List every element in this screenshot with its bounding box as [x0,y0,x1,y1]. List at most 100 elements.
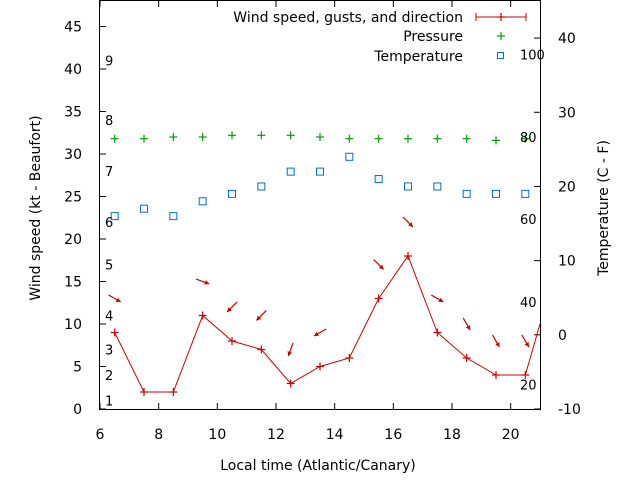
pressure-point [433,134,442,143]
legend-swatch-pressure [497,32,505,40]
wind-direction-head [408,222,413,227]
y-tick-label: 40 [64,62,82,78]
temperature-point [228,189,236,198]
beaufort-label: 2 [105,369,113,384]
legend-swatch-temperature [497,52,504,59]
pressure-point [521,134,530,143]
pressure-point [374,134,383,143]
temperature-point [110,212,119,221]
wind-speed-line [114,254,540,393]
temperature-point [140,204,148,213]
y-tick-label: 20 [64,232,82,248]
wind-direction-arrow [195,278,210,285]
pressure-point [110,134,119,143]
y2-tick-label: 20 [558,179,576,195]
wind-direction-arrow [313,328,327,337]
beaufort-label: 6 [105,216,113,231]
wind-direction-head [495,342,500,348]
wind-speed-point [404,252,412,260]
wind-direction-head [313,331,319,336]
pressure-point [228,131,236,140]
wind-direction-head [227,307,232,312]
y-tick-label: 10 [64,317,82,333]
legend-label-temperature: Temperature [373,49,463,65]
pressure-point [140,134,148,143]
wind-direction-head [287,351,293,357]
plot-frame [99,0,541,410]
wind-direction-arrow [462,317,471,331]
y2-axis-title: Temperature (C - F) [596,140,612,277]
temperature-point [462,189,471,198]
x-tick-label: 10 [208,427,226,443]
wind-direction-head [378,264,384,270]
x-tick-label: 20 [502,427,520,443]
wind-direction-head [115,297,121,302]
y-axis-title: Wind speed (kt - Beaufort) [28,115,44,300]
y-tick-label: 5 [73,360,82,376]
pressure-point [169,133,178,141]
pressure-point [257,131,266,140]
fahrenheit-label: 100 [520,48,545,63]
wind-speed-point [492,371,500,379]
y-tick-label: 0 [73,402,82,418]
wind-direction-arrow [226,301,238,313]
wind-speed-point [110,328,119,337]
wind-speed-point [257,345,266,354]
tick-labels: 6 8 10 12 14 16 18 20051015202530354045-1001020… [64,20,581,444]
beaufort-label: 8 [105,114,113,129]
y2-tick-label: -10 [558,402,581,418]
wind-direction-head [204,280,210,285]
wind-speed-point [140,388,148,396]
wind-speed-point [316,362,324,371]
beaufort-label: 9 [105,55,113,70]
fahrenheit-label: 20 [520,379,537,394]
y2-tick-label: 0 [558,328,567,344]
pressure-point [286,131,295,140]
temperature-point [169,212,178,221]
wind-direction-head [465,325,471,331]
x-tick-label: 16 [384,427,402,443]
wind-direction-head [524,342,529,348]
temperature-point [345,152,354,161]
wind-direction-arrow [373,259,385,270]
inner-scale-labels: 1 2 3 4 5 6 7 8 9 20 40 60 80 100 [105,48,545,409]
temperature-point [198,197,207,206]
beaufort-label: 7 [105,165,113,180]
pressure-point [316,133,324,141]
legend-label-wind: Wind speed, gusts, and direction [233,10,463,26]
temperature-point [286,167,295,176]
y2-tick-label: 10 [558,254,576,270]
fahrenheit-label: 80 [520,131,537,146]
x-tick-label: 18 [443,427,461,443]
wind-direction-head [256,315,262,321]
wind-speed-point [374,294,383,303]
wind-direction-arrow [108,294,122,303]
wind-speed-point [169,388,178,396]
wind-direction-arrow [287,342,294,357]
y2-tick-label: 40 [558,31,576,47]
y-tick-label: 35 [64,105,82,121]
y-tick-label: 25 [64,190,82,206]
series-layer [108,131,540,396]
wind-direction-arrow [402,216,414,228]
wind-direction-arrow [255,310,267,321]
pressure-point [492,136,500,145]
fahrenheit-label: 40 [520,296,537,311]
wind-speed-point [198,311,207,320]
tick-marks [99,1,540,410]
pressure-point [345,134,354,143]
x-tick-label: 6 [96,427,105,443]
wind-speed-point [462,354,471,362]
temperature-point [433,182,442,191]
temperature-point [374,175,383,184]
wind-speed-point [228,337,236,345]
temperature-point [492,189,500,198]
x-tick-label: 8 [154,427,163,443]
temperature-point [404,182,412,191]
pressure-point [198,133,207,141]
legend: Wind speed, gusts, and direction Pressur… [233,10,527,65]
beaufort-label: 4 [105,310,113,325]
temperature-point [521,189,530,198]
